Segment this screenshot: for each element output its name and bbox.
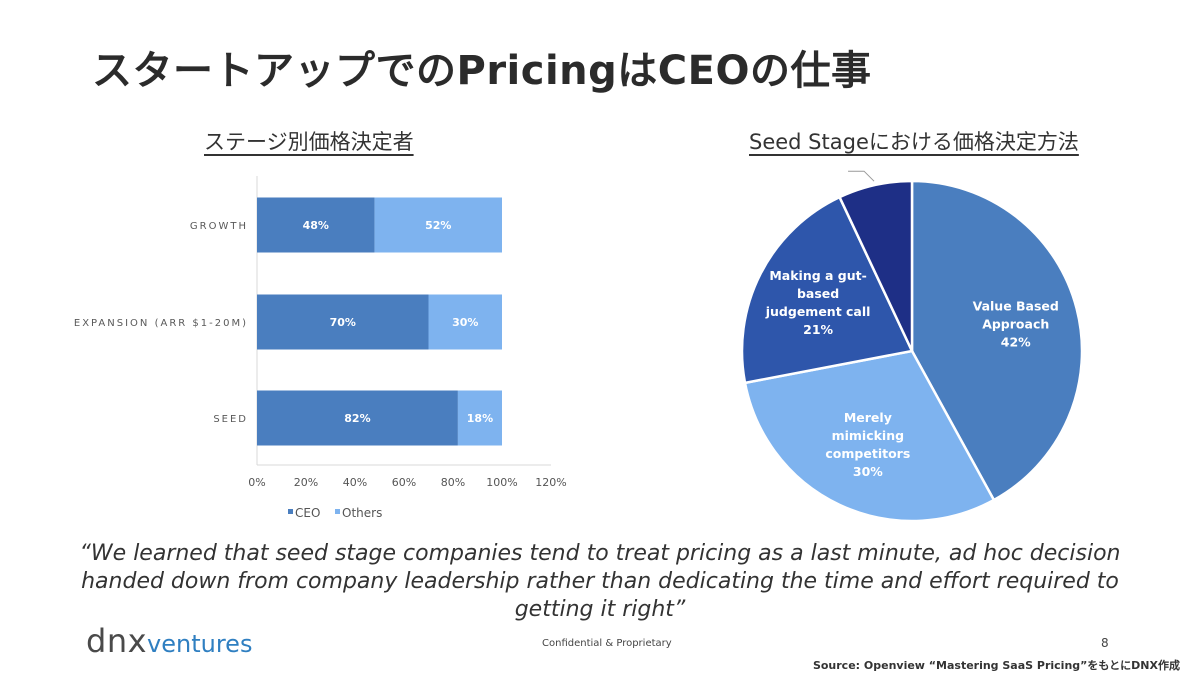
x-tick-label: 120% — [535, 476, 566, 489]
bar-ceo — [257, 390, 458, 446]
x-tick-label: 0% — [248, 476, 265, 489]
slice-label: 21% — [803, 322, 833, 337]
slice-label: 30% — [853, 464, 883, 479]
x-tick-label: 80% — [441, 476, 465, 489]
bar-others — [374, 197, 502, 253]
dnx-ventures-logo: dnxventures — [86, 622, 252, 660]
bar-value-label: 48% — [303, 219, 329, 232]
slice-label: 42% — [1001, 334, 1031, 349]
confidential-label: Confidential & Proprietary — [542, 638, 672, 649]
bar-ceo — [257, 294, 429, 350]
slice-label: Making a gut- — [769, 268, 866, 283]
logo-sub-text: ventures — [147, 630, 253, 658]
bar-others — [457, 390, 502, 446]
category-label: GROWTH — [190, 221, 248, 232]
bar-value-label: 18% — [467, 412, 493, 425]
legend-label-others: Others — [342, 506, 382, 520]
slice-other — [837, 179, 914, 352]
legend-swatch-others — [335, 509, 340, 514]
legend-swatch-ceo — [288, 509, 293, 514]
x-tick-label: 20% — [294, 476, 318, 489]
logo-main-text: dnx — [86, 622, 148, 660]
x-tick-label: 100% — [486, 476, 517, 489]
slice-label: judgement call — [765, 304, 871, 319]
pie-chart: Value Based Approach 42% Merely mimicking com… — [740, 170, 1084, 523]
page-number: 8 — [1101, 636, 1109, 650]
slice-label: mimicking — [832, 428, 904, 443]
slice-gut-judgement — [740, 195, 914, 385]
x-tick-label: 60% — [392, 476, 416, 489]
slice-value-based — [910, 179, 1084, 502]
bar-chart-title: ステージ別価格決定者 — [204, 130, 414, 154]
bar-ceo — [257, 197, 375, 253]
slice-mimicking-competitors — [743, 349, 996, 523]
slice-leader-line — [848, 170, 875, 182]
legend-label-ceo: CEO — [295, 506, 320, 520]
bar-value-label: 30% — [452, 316, 478, 329]
source-note: Source: Openview “Mastering SaaS Pricing… — [812, 659, 1180, 672]
stacked-bar-chart: GROWTH 48% 52% EXPANSION (ARR $1-20M) 70% 30%… — [74, 176, 567, 520]
bar-value-label: 52% — [425, 219, 451, 232]
slide-title: スタートアップでのPricingはCEOの仕事 — [92, 48, 872, 94]
pie-chart-title: Seed Stageにおける価格決定方法 — [749, 130, 1079, 154]
bar-value-label: 70% — [330, 316, 356, 329]
slice-label: Merely — [844, 410, 892, 425]
slice-label: Approach — [982, 316, 1049, 331]
quote-text: “We learned that seed stage companies te… — [79, 541, 1121, 622]
slice-label: competitors — [825, 446, 910, 461]
x-tick-label: 40% — [343, 476, 367, 489]
slice-label: Value Based — [973, 298, 1059, 313]
bar-value-label: 82% — [344, 412, 370, 425]
bar-others — [428, 294, 502, 350]
slice-label: based — [797, 286, 839, 301]
category-label: EXPANSION (ARR $1-20M) — [74, 318, 248, 329]
category-label: SEED — [213, 414, 248, 425]
